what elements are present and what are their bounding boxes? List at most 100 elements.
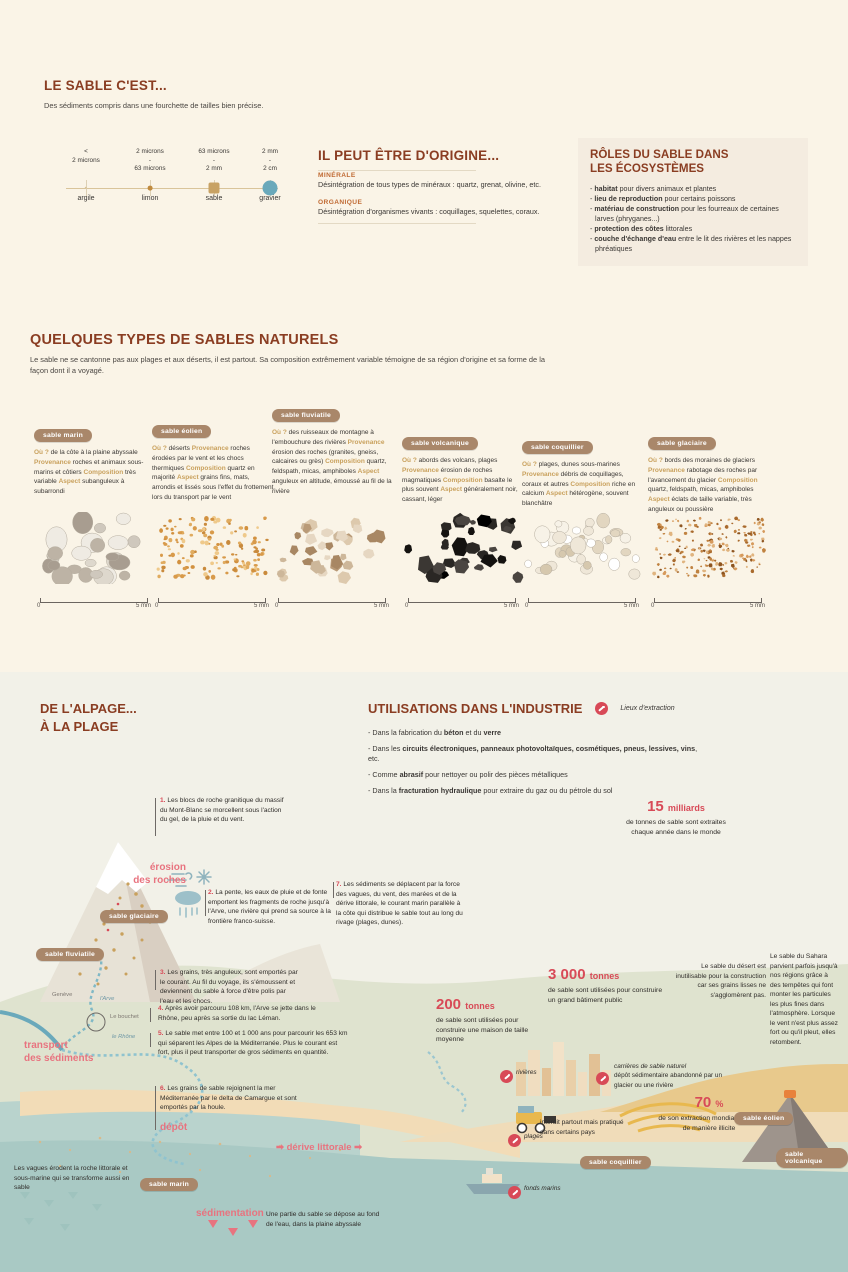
industrie-legend: Lieux d'extraction bbox=[620, 705, 675, 713]
sand-card-value-5-3: éclats de taille variable, très anguleux… bbox=[648, 496, 752, 513]
ruler-end-right-5 bbox=[761, 598, 762, 603]
sand-card-value-1-3: grains fins, mats, arrondis et lissés so… bbox=[152, 474, 274, 501]
extraction-pin-2[interactable] bbox=[508, 1186, 521, 1199]
sand-card-value-4-3: hétérogène, souvent blanchâtre bbox=[522, 490, 629, 507]
roles-item-0: - habitat pour divers animaux et plantes bbox=[590, 184, 717, 193]
ruler-zero-2: 0 bbox=[275, 603, 279, 609]
sand-card-value-0-1: roches et animaux sous-marins et côtiers bbox=[34, 458, 144, 476]
industrie-b1-2: abrasif bbox=[399, 770, 424, 780]
side-note-desert: Le sable du désert est inutilisable pour… bbox=[675, 963, 766, 999]
figure-0: 15 milliards de tonnes de sable sont extr… bbox=[616, 798, 736, 837]
origine-divider-bottom bbox=[318, 222, 476, 224]
roles-item-rest-3: littorales bbox=[663, 225, 693, 234]
industrie-b1-3: fracturation hydraulique bbox=[398, 786, 482, 796]
scale-dot-limon bbox=[147, 185, 153, 191]
scale-name-3: gravier bbox=[259, 195, 281, 202]
river-delta bbox=[427, 1051, 467, 1115]
alpage-title-line2: À LA PLAGE bbox=[40, 718, 119, 734]
sand-card-text-4: Où ? plages, dunes sous-marines Provenan… bbox=[522, 460, 644, 509]
ruler-end-right-0 bbox=[147, 598, 148, 603]
sand-card-key-2-2: Composition bbox=[325, 458, 365, 466]
roles-title-line2: LES ÉCOSYSTÈMES bbox=[590, 162, 705, 176]
leader-line-5 bbox=[155, 1086, 156, 1130]
ruler-bar-2 bbox=[278, 602, 386, 603]
grain-size-scale: < 2 microns argile 2 microns - 63 microns l… bbox=[58, 148, 288, 220]
industrie-b1-0: béton bbox=[443, 728, 464, 737]
figure-unit-1: tonnes bbox=[465, 1001, 495, 1011]
sand-card-value-1-0: déserts bbox=[166, 445, 192, 452]
sand-card-3: sable volcanique Où ? abords des volcans,… bbox=[402, 432, 524, 505]
step-number-3: 4. bbox=[158, 1005, 164, 1012]
sand-card-value-2-2: quartz, feldspath, micas, amphiboles bbox=[272, 458, 387, 475]
extraction-pin-1[interactable] bbox=[508, 1134, 521, 1147]
figure-unit-0: milliards bbox=[667, 803, 705, 813]
scale-range-2: 63 microns - 2 mm bbox=[198, 148, 230, 173]
ruler-zero-5: 0 bbox=[651, 603, 655, 609]
sand-ruler-2: 0 5 mm bbox=[272, 598, 394, 612]
carriere-desc: dépôt sédimentaire abandonné par un glac… bbox=[614, 1072, 723, 1089]
roles-item-rest-0: pour divers animaux et plantes bbox=[617, 184, 717, 193]
figure-unit-3: % bbox=[715, 1099, 724, 1109]
map-chip-4: sable éolien bbox=[734, 1112, 794, 1125]
industrie-block: UTILISATIONS DANS L'INDUSTRIE Lieux d'ex… bbox=[368, 700, 698, 802]
ruler-end-left-2 bbox=[278, 598, 279, 603]
origine-body-0: Désintégration de tous types de minéraux… bbox=[318, 180, 541, 189]
leader-line-0 bbox=[155, 798, 156, 836]
roles-item-3: - protection des côtes littorales bbox=[590, 225, 693, 234]
scale-tick-2: 63 microns - 2 mm sable bbox=[178, 148, 250, 202]
roles-item-rest-2: pour les fourreaux de certaines larves (… bbox=[595, 205, 779, 224]
quarry-arcs bbox=[619, 1102, 717, 1133]
ruler-bar-4 bbox=[528, 602, 636, 603]
roles-item-strong-0: habitat bbox=[594, 184, 618, 193]
volcano-lava bbox=[784, 1090, 796, 1098]
step-text-3: Après avoir parcouru 108 km, l'Arve se j… bbox=[158, 1005, 316, 1022]
industrie-mid-0: et du bbox=[463, 728, 484, 737]
step-note-3: 3. Les grains, très anguleux, sont empor… bbox=[160, 968, 300, 1006]
ruler-end-left-1 bbox=[158, 598, 159, 603]
industrie-mid-1: , etc. bbox=[368, 744, 698, 764]
ruler-end-right-3 bbox=[515, 598, 516, 603]
roles-item-2: - matériau de construction pour les four… bbox=[590, 205, 779, 224]
origine-body-1: Désintégration d'organismes vivants : co… bbox=[318, 207, 540, 217]
map-chip-1: sable fluviatile bbox=[36, 948, 105, 961]
figure-desc-2: de sable sont utilisées pour construire … bbox=[548, 987, 663, 1004]
roles-title: RÔLES DU SABLE DANS LES ÉCOSYSTÈMES bbox=[590, 148, 796, 177]
side-note-sahara: Le sable du Sahara parvient parfois jusq… bbox=[770, 953, 838, 1046]
sand-card-text-2: Où ? des ruisseaux de montagne à l'embou… bbox=[272, 428, 394, 496]
origine-block: IL PEUT ÊTRE D'ORIGINE... MINÉRALE Désin… bbox=[318, 148, 558, 224]
sand-card-value-3-3: généralement noir, cassant, léger bbox=[402, 486, 518, 503]
mountain-right-slope bbox=[196, 944, 340, 1002]
step-text-4: Le sable met entre 100 et 1 000 ans pour… bbox=[158, 1030, 348, 1057]
sand-card-key-1-2: Composition bbox=[185, 464, 226, 472]
sand-card-key-4-1: Provenance bbox=[522, 470, 559, 478]
snowflake-icon bbox=[196, 869, 212, 885]
map-river-label-geneve: Genève bbox=[52, 992, 73, 998]
roles-item-strong-3: protection des côtes bbox=[594, 225, 664, 234]
extraction-pin-0[interactable] bbox=[500, 1070, 513, 1083]
origine-divider-top bbox=[318, 170, 476, 171]
vagues-note: Les vagues érodent la roche littorale et… bbox=[14, 1165, 130, 1192]
dredging-boat bbox=[466, 1168, 520, 1194]
sand-card-key-1-0: Où ? bbox=[152, 445, 167, 452]
pin-label-text-2: fonds marins bbox=[524, 1185, 561, 1192]
sand-card-key-5-2: Composition bbox=[717, 476, 758, 484]
step-text-5: Les grains de sable rejoignent la mer Mé… bbox=[160, 1085, 297, 1112]
sand-ruler-3: 0 5 mm bbox=[402, 598, 524, 612]
leader-line-4 bbox=[150, 1033, 151, 1047]
scale-dot-gravier bbox=[262, 180, 278, 196]
stage-label-derive: ➡ dérive littorale ➡ bbox=[276, 1142, 363, 1153]
sand-card-value-0-3: subanguleux à subarrondi bbox=[34, 478, 125, 495]
sand-card-key-5-3: Aspect bbox=[648, 496, 670, 503]
step-number-6: 7. bbox=[336, 881, 342, 888]
ruler-zero-1: 0 bbox=[155, 603, 159, 609]
ruler-end-right-2 bbox=[385, 598, 386, 603]
industrie-mid-3: pour extraire du gaz ou du pétrole du so… bbox=[481, 786, 613, 796]
sand-card-value-4-0: plages, dunes sous-marines bbox=[536, 461, 620, 468]
excavator-truck bbox=[516, 1106, 556, 1134]
mountain-snow bbox=[96, 842, 148, 894]
types-header: QUELQUES TYPES DE SABLES NATURELS Le sab… bbox=[30, 332, 550, 376]
extraction-pin-3[interactable] bbox=[596, 1072, 609, 1085]
scale-name-1: limon bbox=[141, 195, 159, 202]
sand-card-value-1-1: roches érodées par le vent et les chocs … bbox=[152, 445, 250, 472]
ruler-bar-3 bbox=[408, 602, 516, 603]
